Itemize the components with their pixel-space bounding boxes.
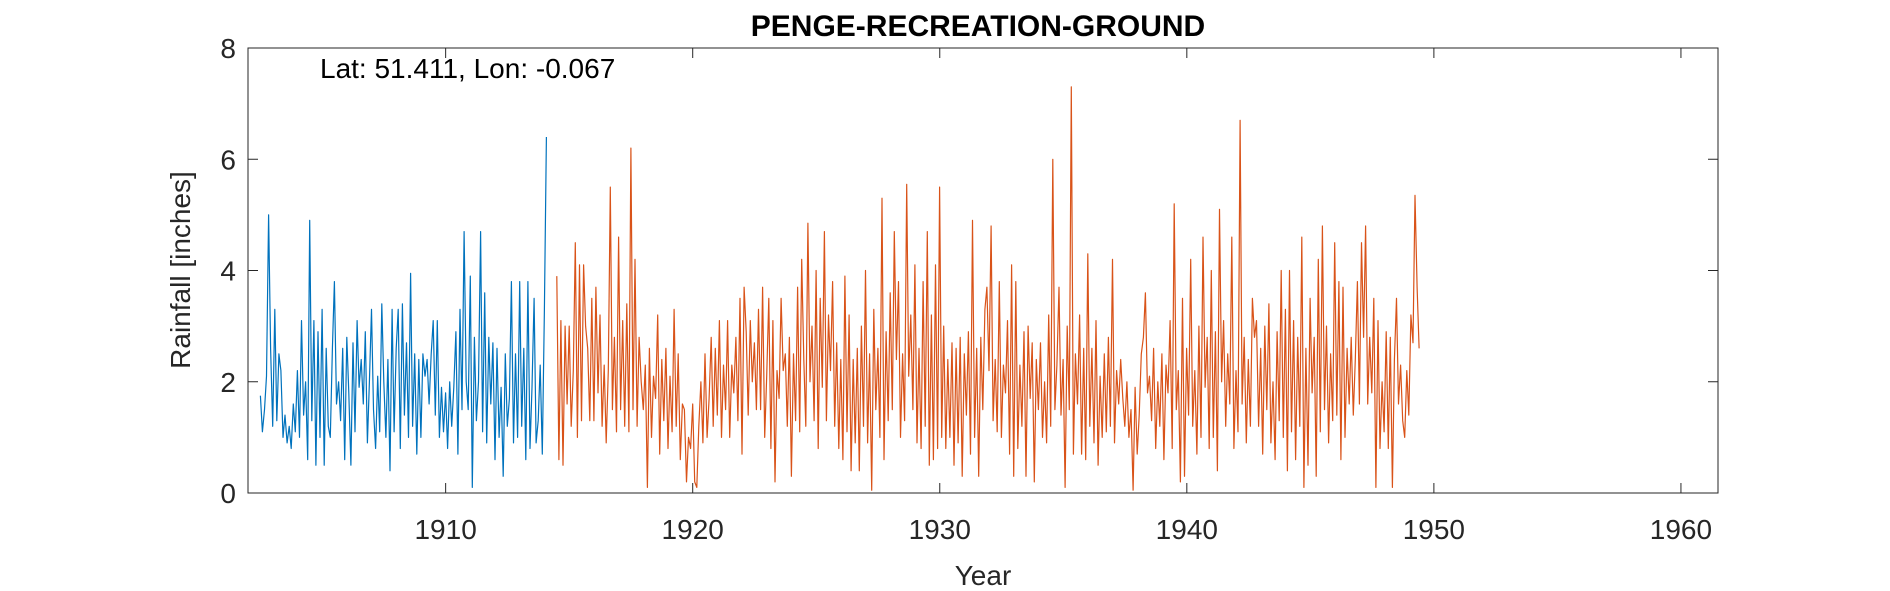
chart-title: PENGE-RECREATION-GROUND (751, 10, 1205, 43)
y-tick-label: 0 (220, 478, 236, 509)
series-line-2 (556, 86, 1420, 491)
x-tick-label: 1920 (662, 514, 724, 545)
x-tick-label: 1930 (909, 514, 971, 545)
y-tick-label: 2 (220, 367, 236, 398)
x-ticks: 1910 1920 1930 1940 1950 1960 (414, 48, 1712, 545)
y-tick-label: 8 (220, 33, 236, 64)
series-layer (259, 86, 1420, 491)
y-axis-label: Rainfall [inches] (165, 171, 196, 369)
y-tick-label: 6 (220, 144, 236, 175)
x-tick-label: 1950 (1403, 514, 1465, 545)
plot-frame (247, 47, 1719, 494)
x-tick-label: 1910 (414, 514, 476, 545)
location-annotation: Lat: 51.411, Lon: -0.067 (320, 53, 615, 84)
y-tick-label: 4 (220, 256, 236, 287)
x-axis-label: Year (955, 560, 1012, 591)
y-ticks: 0 2 4 6 8 (220, 33, 1718, 509)
x-tick-label: 1940 (1156, 514, 1218, 545)
plot-area: 0 2 4 6 8 1910 1920 1930 1940 1950 1960 (220, 33, 1719, 545)
series-line-1 (259, 136, 547, 488)
x-tick-label: 1960 (1650, 514, 1712, 545)
